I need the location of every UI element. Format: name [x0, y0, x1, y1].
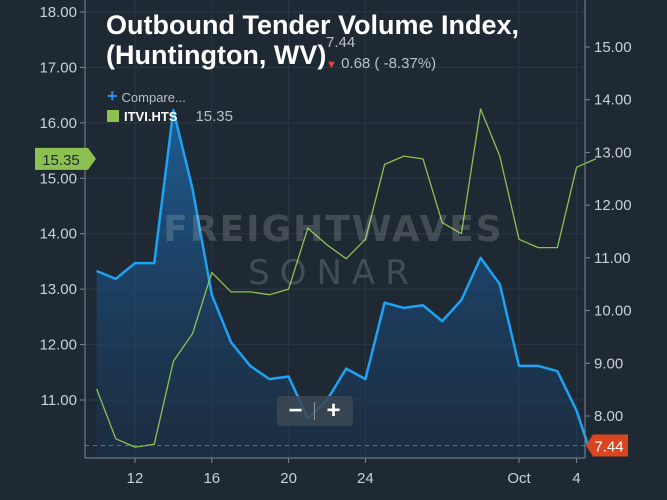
series-lines	[85, 108, 597, 448]
plus-icon: +	[107, 86, 118, 106]
chart-title-line1: Outbound Tender Volume Index,	[106, 10, 520, 40]
left-tick-label: 18.00	[39, 4, 77, 21]
right-tick-label: 12.00	[594, 197, 632, 214]
change-text: 0.68 ( -8.37%)	[341, 55, 437, 72]
watermark-freightwaves: FREIGHTWAVES	[163, 209, 504, 250]
x-tick-label: 12	[127, 470, 144, 487]
left-tick-label: 17.00	[39, 59, 77, 76]
legend-swatch	[107, 110, 119, 122]
left-tick-label: 14.00	[39, 226, 77, 243]
zoom-in-button[interactable]: +	[326, 397, 341, 424]
chart-title: Outbound Tender Volume Index, (Huntingto…	[106, 10, 519, 70]
legend-series-name: ITVI.HTS	[124, 109, 178, 124]
right-value-badge-text: 7.44	[594, 439, 623, 456]
axes: 11.00 12.00 13.00 14.00 15.00 16.00 17.00 18.00…	[39, 0, 632, 487]
chart-title-line2: (Huntington, WV)	[106, 40, 327, 70]
value-badges: 15.35 7.44	[35, 147, 628, 457]
zoom-divider	[314, 402, 315, 420]
right-tick-label: 13.00	[594, 144, 632, 161]
down-arrow-icon: ▼	[326, 59, 337, 71]
left-tick-label: 15.00	[39, 170, 77, 187]
current-value: 7.44	[326, 34, 356, 51]
compare-label: Compare...	[121, 90, 186, 105]
right-tick-label: 11.00	[594, 250, 630, 267]
compare-button[interactable]: + Compare...	[107, 86, 186, 107]
right-value-badge	[586, 434, 628, 457]
left-tick-label: 13.00	[39, 281, 77, 298]
legend-series-value: 15.35	[195, 108, 233, 125]
blue-series-line	[96, 109, 590, 446]
right-tick-label: 10.00	[594, 303, 632, 320]
right-tick-label: 15.00	[594, 39, 632, 56]
x-tick-label: 16	[203, 470, 220, 487]
left-value-badge	[35, 147, 96, 170]
x-tick-label: 20	[280, 470, 297, 487]
left-tick-label: 11.00	[41, 392, 77, 409]
series-areas	[96, 110, 589, 459]
right-tick-label: 9.00	[594, 355, 623, 372]
right-tick-label: 14.00	[594, 92, 632, 109]
watermark-sonar: SONAR	[248, 253, 419, 293]
legend-series-itvi[interactable]: ITVI.HTS 15.35	[107, 108, 233, 125]
change-readout: ▼ 0.68 ( -8.37%)	[326, 55, 436, 72]
zoom-out-button[interactable]: −	[288, 397, 303, 424]
zoom-controls: − +	[277, 396, 353, 426]
green-series-line	[95, 108, 597, 448]
left-tick-label: 16.00	[39, 115, 77, 132]
blue-series-area	[96, 110, 589, 459]
left-tick-label: 12.00	[39, 337, 77, 354]
x-tick-label: 24	[357, 470, 374, 487]
left-value-badge-text: 15.35	[42, 152, 80, 169]
x-tick-label: 4	[572, 470, 580, 487]
right-tick-label: 8.00	[594, 408, 623, 425]
x-tick-label: Oct	[507, 470, 531, 487]
